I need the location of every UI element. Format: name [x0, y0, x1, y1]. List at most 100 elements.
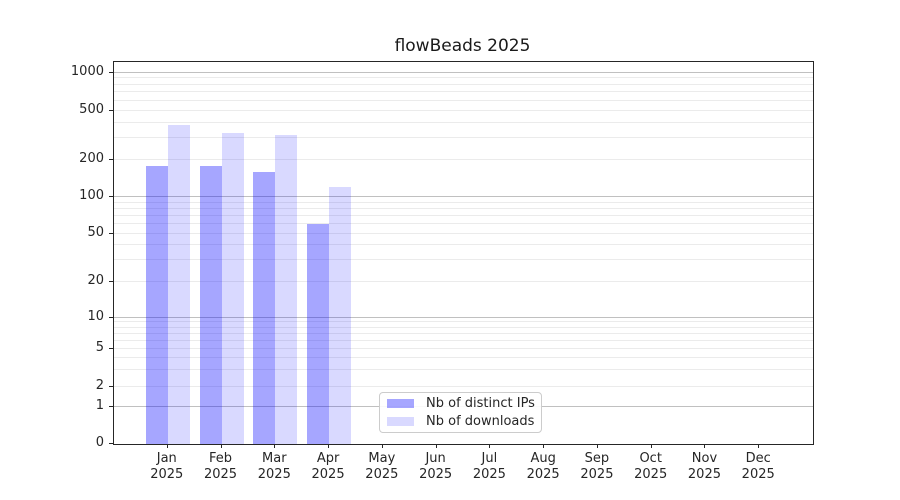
- x-tick-month: Feb: [209, 451, 233, 466]
- legend-label-distinct-ips: Nb of distinct IPs: [426, 396, 535, 412]
- x-tick-mark: [166, 444, 168, 448]
- x-tick-month: Apr: [316, 451, 340, 466]
- x-tick-mark: [489, 444, 491, 448]
- x-tick-year: 2025: [419, 467, 453, 482]
- y-tick-label: 10: [87, 308, 104, 324]
- x-tick-month: Jan: [156, 451, 177, 466]
- x-tick-month: Dec: [745, 451, 771, 466]
- bar-feb-downloads: [221, 133, 244, 444]
- x-tick-label-nov: Nov 2025: [676, 451, 732, 483]
- gridline-major: [114, 71, 813, 73]
- gridline-minor: [114, 99, 813, 101]
- gridline-minor: [114, 332, 813, 334]
- y-tick-label: 2: [95, 377, 104, 393]
- y-tick-mark: [109, 280, 113, 282]
- legend-item-distinct-ips: Nb of distinct IPs: [387, 395, 535, 412]
- x-tick-year: 2025: [257, 467, 291, 482]
- x-tick-label-jul: Jul 2025: [461, 451, 517, 483]
- gridline-minor: [114, 109, 813, 111]
- gridline-minor: [114, 121, 813, 123]
- gridline-minor: [114, 232, 813, 234]
- gridline-minor: [114, 201, 813, 203]
- legend-label-downloads: Nb of downloads: [426, 413, 535, 429]
- x-tick-label-dec: Dec 2025: [730, 451, 786, 483]
- x-tick-mark: [274, 444, 276, 448]
- gridline-minor: [114, 368, 813, 370]
- x-tick-month: Nov: [691, 451, 718, 466]
- y-tick-mark: [109, 109, 113, 111]
- y-tick-label: 20: [87, 272, 104, 288]
- x-tick-year: 2025: [687, 467, 721, 482]
- x-tick-month: Oct: [639, 451, 662, 466]
- x-tick-mark: [758, 444, 760, 448]
- bar-feb-distinct-ips: [199, 166, 222, 444]
- x-tick-year: 2025: [580, 467, 614, 482]
- y-tick-mark: [109, 232, 113, 234]
- y-tick-mark: [109, 405, 113, 407]
- y-tick-mark: [109, 385, 113, 387]
- x-tick-label-sep: Sep 2025: [569, 451, 625, 483]
- gridline-minor: [114, 385, 813, 387]
- legend-swatch-downloads: [387, 416, 414, 426]
- x-tick-year: 2025: [311, 467, 345, 482]
- y-tick-label: 50: [87, 224, 104, 240]
- x-tick-month: Sep: [584, 451, 610, 466]
- legend-swatch-distinct-ips: [387, 399, 414, 409]
- x-tick-label-aug: Aug 2025: [515, 451, 571, 483]
- gridline-minor: [114, 83, 813, 85]
- bar-apr-downloads: [329, 187, 352, 444]
- y-tick-mark: [109, 195, 113, 197]
- y-tick-mark: [109, 159, 113, 161]
- x-tick-month: Mar: [262, 451, 287, 466]
- bar-apr-distinct-ips: [307, 224, 330, 444]
- y-tick-label: 200: [79, 151, 104, 167]
- gridline-minor: [114, 259, 813, 261]
- gridline-minor: [114, 357, 813, 359]
- plot-area: [113, 61, 814, 445]
- x-tick-mark: [704, 444, 706, 448]
- x-tick-mark: [220, 444, 222, 448]
- y-tick-mark: [109, 443, 113, 444]
- bar-jan-distinct-ips: [145, 166, 168, 444]
- y-tick-label: 1: [95, 397, 104, 413]
- legend-item-downloads: Nb of downloads: [387, 413, 534, 430]
- gridline-major: [114, 196, 813, 197]
- chart-title: flowBeads 2025: [394, 36, 531, 56]
- bar-mar-distinct-ips: [253, 172, 276, 444]
- gridline-major: [114, 316, 813, 318]
- x-tick-year: 2025: [150, 467, 184, 482]
- x-tick-mark: [650, 444, 652, 448]
- x-tick-month: Jun: [425, 451, 446, 466]
- y-tick-label: 500: [79, 101, 104, 117]
- legend: Nb of distinct IPs Nb of downloads: [379, 392, 542, 433]
- y-tick-label: 100: [79, 187, 104, 203]
- x-tick-year: 2025: [526, 467, 560, 482]
- x-tick-month: Jul: [481, 451, 498, 466]
- y-tick-mark: [109, 316, 113, 318]
- x-tick-label-feb: Feb 2025: [193, 451, 249, 483]
- x-tick-year: 2025: [203, 467, 238, 482]
- gridline-minor: [114, 137, 813, 139]
- gridline-minor: [114, 348, 813, 349]
- x-tick-label-mar: Mar 2025: [246, 451, 302, 483]
- x-tick-label-oct: Oct 2025: [623, 451, 679, 483]
- x-tick-mark: [596, 444, 598, 448]
- bar-mar-downloads: [275, 134, 298, 444]
- gridline-minor: [114, 207, 813, 209]
- gridline-minor: [114, 223, 813, 225]
- x-tick-mark: [328, 444, 330, 448]
- x-tick-label-jan: Jan 2025: [139, 451, 195, 483]
- x-tick-year: 2025: [634, 467, 668, 482]
- y-tick-label: 0: [95, 435, 104, 450]
- gridline-minor: [114, 159, 813, 161]
- y-tick-mark: [109, 347, 113, 349]
- y-tick-label: 1000: [70, 63, 104, 79]
- x-tick-mark: [381, 444, 383, 448]
- x-tick-month: Aug: [530, 451, 556, 466]
- gridline-minor: [114, 280, 813, 282]
- gridline-minor: [114, 244, 813, 246]
- gridline-minor: [114, 77, 813, 79]
- x-tick-label-jun: Jun 2025: [408, 451, 464, 483]
- y-tick-label: 5: [95, 339, 104, 355]
